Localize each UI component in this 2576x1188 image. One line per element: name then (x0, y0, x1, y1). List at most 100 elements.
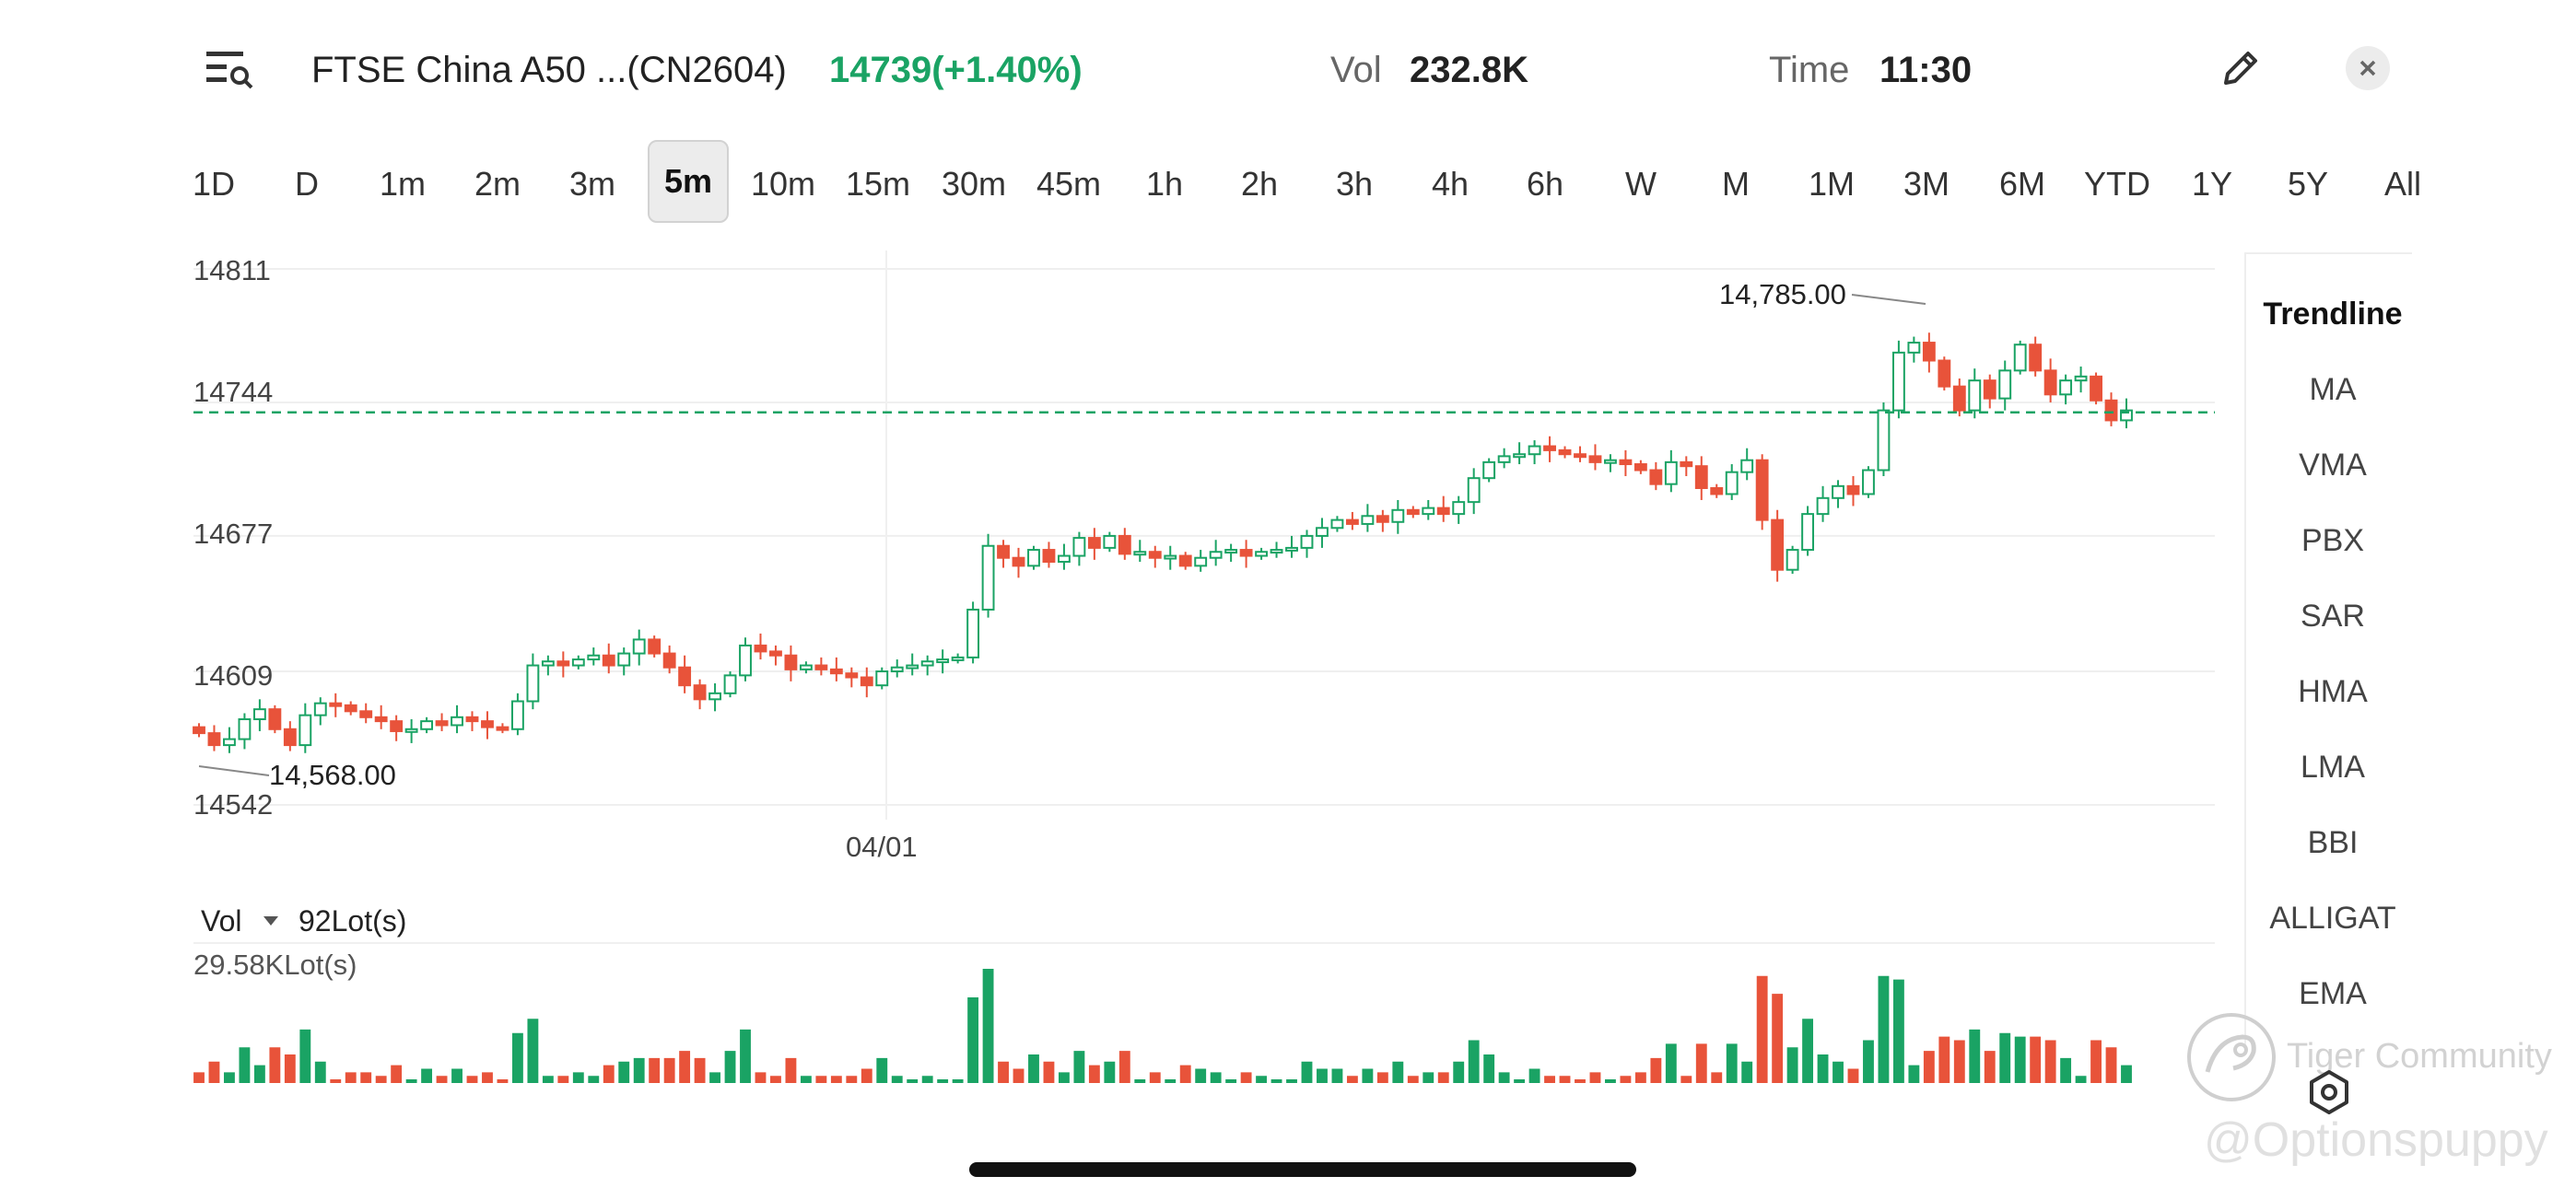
candle-body (966, 608, 980, 658)
timeframe-1m[interactable]: 1m (379, 165, 427, 203)
volume-bar (618, 1061, 630, 1083)
indicator-ema[interactable]: EMA (2299, 976, 2367, 1011)
candle-body (2090, 375, 2102, 402)
timeframe-5m[interactable]: 5m (647, 140, 730, 223)
timeframe-w[interactable]: W (1625, 165, 1657, 203)
candle-body (541, 660, 555, 667)
indicator-trendline[interactable]: Trendline (2263, 297, 2403, 332)
volume-bar (1938, 1036, 1950, 1083)
time-value: 11:30 (1879, 50, 1973, 90)
indicator-alligat[interactable]: ALLIGAT (2269, 901, 2396, 936)
timeframe-5y[interactable]: 5Y (2287, 165, 2329, 203)
candle-body (1103, 534, 1117, 549)
timeframe-2m[interactable]: 2m (474, 165, 521, 203)
volume-bar (1013, 1068, 1025, 1083)
candle-body (1270, 549, 1283, 554)
watermark-brand: Tiger Community (2287, 1037, 2552, 1076)
y-tick-label: 14677 (193, 518, 274, 550)
indicator-lma[interactable]: LMA (2301, 750, 2365, 785)
candle-body (1118, 534, 1131, 555)
pencil-icon[interactable] (2219, 46, 2263, 90)
volume-bar (1711, 1072, 1723, 1083)
close-icon[interactable] (2346, 46, 2390, 90)
indicator-hma[interactable]: HMA (2298, 674, 2368, 709)
volume-bar (815, 1076, 827, 1083)
instrument-title[interactable]: FTSE China A50 ...(CN2604) (311, 50, 787, 90)
volume-bar (527, 1019, 539, 1083)
candle-body (1406, 508, 1420, 516)
volume-bar (740, 1029, 751, 1083)
timeframe-10m[interactable]: 10m (750, 165, 816, 203)
volume-bar (405, 1079, 417, 1083)
volume-bar (649, 1057, 661, 1083)
indicator-bbi[interactable]: BBI (2307, 825, 2359, 860)
candle-body (526, 664, 540, 703)
volume-bar (1634, 1072, 1646, 1083)
vol-panel-label[interactable]: Vol (201, 904, 242, 938)
volume-bar (952, 1079, 964, 1083)
candle-body (1983, 379, 1996, 400)
candle-body (2104, 399, 2118, 422)
volume-bar (1195, 1068, 1207, 1083)
candle-body (784, 654, 798, 670)
timeframe-3h[interactable]: 3h (1335, 165, 1374, 203)
candle-body (1391, 508, 1405, 523)
timeframe-1m[interactable]: 1M (1808, 165, 1856, 203)
candle-body (390, 720, 404, 732)
volume-bar (2044, 1040, 2056, 1083)
indicator-sar[interactable]: SAR (2301, 599, 2365, 634)
volume-bar (421, 1068, 433, 1083)
candle-body (252, 708, 266, 720)
menu-search-icon[interactable] (205, 46, 254, 90)
timeframe-15m[interactable]: 15m (845, 165, 911, 203)
candle-body (1194, 556, 1208, 567)
candle-body (1057, 554, 1071, 564)
candle-body (1649, 469, 1663, 485)
y-tick-label: 14744 (193, 376, 274, 408)
candle-body (799, 664, 813, 670)
indicator-vma[interactable]: VMA (2299, 448, 2367, 483)
timeframe-6m[interactable]: 6M (1998, 165, 2046, 203)
timeframe-3m[interactable]: 3m (568, 165, 616, 203)
indicator-pbx[interactable]: PBX (2301, 523, 2365, 558)
timeframe-6h[interactable]: 6h (1526, 165, 1564, 203)
candle-body (860, 676, 873, 687)
timeframe-45m[interactable]: 45m (1036, 165, 1102, 203)
volume-bar (724, 1051, 736, 1083)
volume-bar (2014, 1036, 2026, 1083)
indicator-ma[interactable]: MA (2309, 372, 2357, 407)
timeframe-d[interactable]: D (295, 165, 319, 203)
candle-body (1846, 484, 1860, 495)
timeframe-ytd[interactable]: YTD (2084, 165, 2150, 203)
candle-body (1422, 507, 1435, 516)
candle-body (1239, 549, 1253, 557)
settings-icon[interactable] (2305, 1068, 2353, 1116)
volume-bar (345, 1072, 357, 1083)
volume-bar (1362, 1068, 1374, 1083)
timeframe-1y[interactable]: 1Y (2191, 165, 2233, 203)
timeframe-30m[interactable]: 30m (941, 165, 1007, 203)
volume-bar (239, 1047, 251, 1083)
timeframe-1h[interactable]: 1h (1145, 165, 1184, 203)
volume-bar (1270, 1079, 1282, 1083)
timeframe-3m[interactable]: 3M (1903, 165, 1950, 203)
volume-bar (391, 1065, 403, 1083)
timeframe-2h[interactable]: 2h (1240, 165, 1279, 203)
candle-body (2043, 369, 2057, 396)
timeframe-all[interactable]: All (2383, 165, 2422, 203)
volume-bar (679, 1051, 691, 1083)
timeframe-1d[interactable]: 1D (192, 165, 236, 203)
candle-body (1178, 554, 1192, 567)
home-indicator[interactable] (969, 1162, 1636, 1177)
candle-body (1027, 549, 1040, 567)
volume-bar (907, 1079, 919, 1083)
volume-bar (1225, 1079, 1237, 1083)
volume-bar (375, 1076, 387, 1083)
timeframe-m[interactable]: M (1722, 165, 1750, 203)
candle-body (2013, 344, 2027, 372)
volume-bar (800, 1076, 812, 1083)
timeframe-4h[interactable]: 4h (1431, 165, 1469, 203)
candle-body (2059, 379, 2073, 396)
chevron-down-icon[interactable] (262, 912, 280, 930)
